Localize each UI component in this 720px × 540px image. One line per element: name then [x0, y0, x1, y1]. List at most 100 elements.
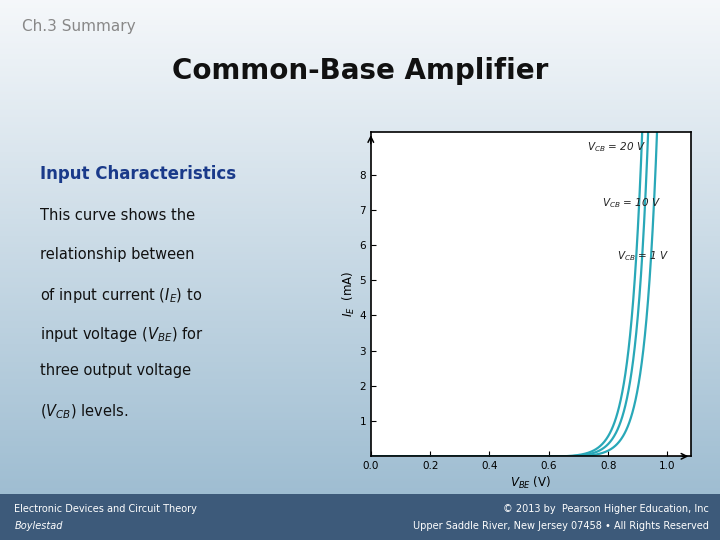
Bar [0, 460, 720, 461]
Bar [0, 313, 720, 315]
Bar [0, 320, 720, 321]
Bar [0, 285, 720, 287]
Bar [0, 23, 720, 25]
Bar [0, 211, 720, 212]
Bar [0, 456, 720, 458]
Bar [0, 242, 720, 244]
Bar [0, 338, 720, 339]
Bar [0, 6, 720, 8]
Bar [0, 44, 720, 46]
Bar [0, 311, 720, 313]
Bar [0, 84, 720, 86]
Text: This curve shows the: This curve shows the [40, 208, 194, 223]
Bar [0, 336, 720, 338]
Bar [0, 232, 720, 234]
Bar [0, 298, 720, 300]
Bar [0, 110, 720, 112]
Bar [0, 430, 720, 431]
Bar [0, 204, 720, 206]
Bar [0, 395, 720, 397]
Bar [0, 63, 720, 64]
Bar [0, 35, 720, 36]
Bar [0, 244, 720, 245]
Bar [0, 436, 720, 438]
Bar [0, 183, 720, 185]
Bar [0, 59, 720, 61]
Bar [0, 359, 720, 361]
Bar [0, 282, 720, 284]
Bar [0, 222, 720, 224]
Bar [0, 120, 720, 122]
Bar [0, 370, 720, 372]
Bar [0, 207, 720, 209]
Bar [0, 168, 720, 170]
Bar [0, 64, 720, 66]
Bar [0, 76, 720, 77]
Bar [0, 265, 720, 267]
Bar [0, 235, 720, 237]
Bar [0, 146, 720, 148]
Bar [0, 30, 720, 31]
Bar [0, 68, 720, 69]
Bar [0, 254, 720, 255]
Bar [0, 341, 720, 342]
Bar [0, 384, 720, 386]
Bar [0, 163, 720, 165]
Bar [0, 153, 720, 155]
Bar [0, 414, 720, 415]
Bar [0, 158, 720, 160]
Bar [0, 87, 720, 89]
Bar [0, 334, 720, 336]
Bar [0, 176, 720, 178]
Bar [0, 132, 720, 133]
Bar [0, 466, 720, 468]
Bar [0, 135, 720, 137]
Bar [0, 431, 720, 433]
Bar [0, 353, 720, 354]
Bar [0, 245, 720, 247]
Bar [0, 306, 720, 308]
Bar [0, 36, 720, 38]
Bar [0, 22, 720, 23]
Bar [0, 481, 720, 483]
Text: three output voltage: three output voltage [40, 363, 191, 379]
Bar [0, 50, 720, 51]
Bar [0, 224, 720, 226]
Bar [0, 427, 720, 428]
Bar [0, 397, 720, 399]
Bar [0, 464, 720, 466]
Bar [0, 386, 720, 387]
Bar [0, 422, 720, 423]
Bar [0, 420, 720, 422]
Bar [0, 58, 720, 59]
Bar [0, 423, 720, 425]
Bar [0, 389, 720, 390]
Bar [0, 443, 720, 445]
Bar [0, 109, 720, 110]
Bar [0, 323, 720, 325]
Bar [0, 160, 720, 161]
Bar [0, 480, 720, 481]
Bar [0, 280, 720, 282]
Bar [0, 216, 720, 218]
Bar [0, 170, 720, 171]
Bar [0, 130, 720, 132]
Bar [0, 410, 720, 411]
Bar [0, 417, 720, 418]
Bar [0, 2, 720, 3]
Bar [0, 140, 720, 141]
Bar [0, 390, 720, 392]
Bar [0, 39, 720, 41]
Bar [0, 486, 720, 488]
Bar [0, 472, 720, 474]
Bar [0, 8, 720, 10]
Bar [0, 113, 720, 116]
Bar [0, 91, 720, 92]
Bar [0, 488, 720, 489]
Bar [0, 316, 720, 318]
Text: $V_{CB}$ = 10 V: $V_{CB}$ = 10 V [602, 196, 661, 210]
Bar [0, 55, 720, 56]
Bar [0, 381, 720, 382]
Bar [0, 275, 720, 276]
Bar [0, 295, 720, 296]
